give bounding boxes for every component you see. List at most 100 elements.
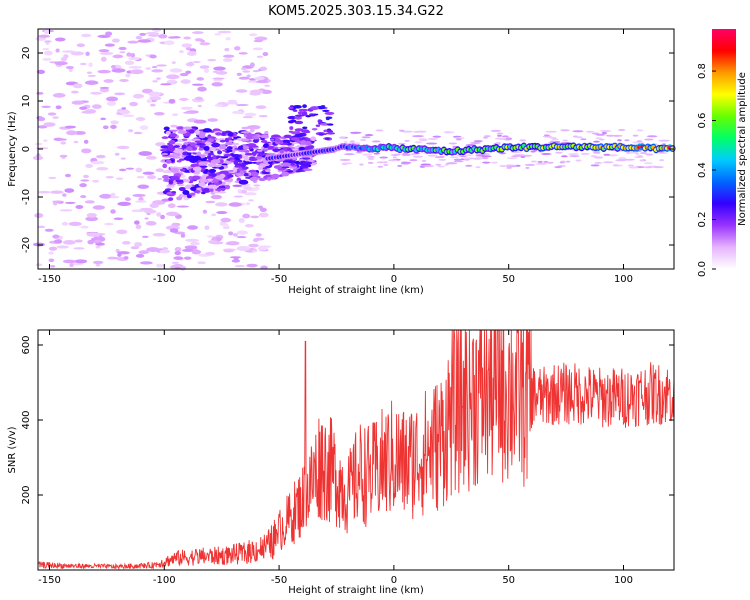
heatmap-cell — [79, 106, 88, 110]
heatmap-cell — [555, 151, 563, 154]
heatmap-cell — [248, 243, 259, 248]
heatmap-cell — [88, 62, 93, 68]
heatmap-cell — [343, 153, 355, 156]
heatmap-cell — [294, 114, 305, 117]
heatmap-cell — [68, 221, 82, 227]
heatmap-cell — [176, 196, 183, 201]
colorbar-ticks: 0.0 0.2 0.4 0.6 0.8 — [697, 63, 716, 277]
heatmap-cell — [172, 113, 179, 117]
heatmap-cell — [48, 176, 57, 180]
heatmap-cell — [173, 256, 184, 260]
heatmap-cell — [409, 159, 418, 162]
heatmap-cell — [216, 211, 228, 215]
heatmap-cell — [98, 49, 110, 53]
heatmap-cell — [107, 256, 118, 260]
heatmap-cell — [199, 39, 206, 43]
heatmap-cell — [412, 155, 423, 158]
heatmap-cell — [371, 140, 381, 143]
heatmap-cell — [170, 124, 178, 128]
heatmap-cell — [157, 177, 163, 181]
heatmap-cell — [123, 256, 129, 260]
heatmap-cell — [106, 96, 119, 102]
heatmap-cell — [35, 263, 43, 267]
heatmap-cell — [246, 125, 261, 130]
heatmap-cell — [242, 116, 254, 119]
heatmap-cell — [189, 192, 196, 196]
heatmap-cell — [145, 31, 160, 35]
heatmap-cell — [87, 74, 97, 77]
heatmap-cell — [400, 162, 410, 165]
heatmap-cell — [135, 167, 143, 173]
heatmap-cell — [86, 71, 93, 74]
heatmap-cell — [194, 96, 203, 101]
heatmap-cell — [427, 137, 439, 140]
heatmap-cell — [294, 120, 304, 125]
heatmap-cell — [294, 146, 300, 149]
heatmap-cell — [463, 158, 470, 161]
heatmap-cell — [198, 147, 204, 151]
heatmap-cell — [352, 142, 361, 145]
heatmap-cell — [257, 246, 268, 251]
heatmap-cell — [213, 181, 220, 186]
heatmap-cell — [259, 207, 267, 213]
heatmap-cell — [524, 163, 536, 166]
heatmap-cell — [170, 176, 180, 181]
heatmap-cell — [116, 145, 130, 150]
heatmap-cell — [168, 197, 174, 201]
heatmap-cell — [392, 156, 397, 159]
heatmap-cell — [379, 156, 389, 159]
heatmap-cell — [115, 177, 124, 180]
heatmap-cell — [105, 31, 113, 36]
heatmap-cell — [247, 143, 257, 147]
heatmap-cell — [210, 159, 221, 164]
heatmap-cell — [191, 83, 204, 86]
heatmap-cell — [262, 143, 269, 149]
heatmap-cell — [182, 190, 190, 195]
heatmap-cell — [217, 150, 223, 155]
heatmap-cell — [186, 146, 193, 151]
heatmap-cell — [481, 155, 492, 158]
heatmap-cell — [145, 155, 157, 160]
heatmap-cell — [206, 136, 217, 140]
heatmap-cell — [168, 133, 178, 138]
heatmap-cell — [448, 142, 458, 145]
heatmap-cell — [311, 128, 318, 131]
heatmap-cell — [554, 166, 563, 169]
heatmap-cell — [237, 188, 242, 194]
heatmap-cell — [99, 87, 110, 93]
heatmap-cell — [74, 239, 83, 243]
heatmap-cell — [207, 184, 218, 189]
heatmap-cell — [187, 50, 197, 56]
heatmap-cell — [193, 119, 207, 124]
heatmap-cell — [60, 57, 68, 62]
heatmap-cell — [229, 256, 242, 259]
heatmap-cell — [100, 117, 107, 121]
heatmap-cell — [399, 129, 405, 132]
heatmap-cell — [95, 263, 101, 267]
heatmap-cell — [289, 126, 294, 130]
heatmap-cell — [99, 86, 110, 89]
heatmap-cell — [144, 217, 149, 220]
x-tick-label: 100 — [614, 575, 633, 586]
heatmap-cell — [249, 128, 255, 133]
heatmap-cell — [179, 72, 189, 77]
spectrogram-y-axis-label: Frequency (Hz) — [7, 111, 18, 187]
heatmap-cell — [192, 61, 201, 64]
heatmap-cell — [69, 263, 74, 268]
heatmap-cell — [580, 138, 587, 141]
heatmap-cell — [112, 54, 124, 59]
heatmap-cell — [212, 154, 217, 160]
heatmap-cell — [162, 163, 168, 169]
heatmap-cell — [148, 34, 160, 37]
heatmap-cell — [198, 161, 208, 166]
heatmap-cell — [212, 236, 217, 241]
heatmap-cell — [236, 230, 248, 235]
heatmap-cell — [86, 232, 99, 237]
heatmap-cell — [87, 239, 95, 245]
heatmap-cell — [238, 166, 243, 172]
heatmap-cell — [175, 179, 184, 183]
heatmap-cell — [197, 86, 207, 92]
snr-line — [37, 329, 675, 571]
heatmap-cell — [95, 154, 106, 159]
heatmap-cell — [567, 153, 580, 156]
